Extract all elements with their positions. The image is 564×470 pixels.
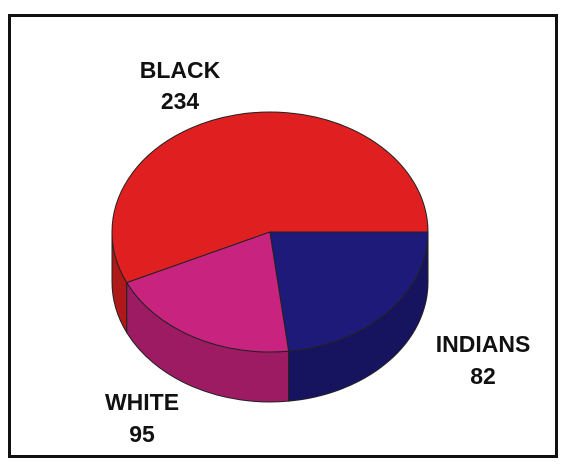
slice-value-white: 95 (129, 421, 155, 447)
slice-value-black: 234 (161, 88, 200, 114)
pie-slice-black (111, 111, 429, 284)
slice-label-white: WHITE (105, 389, 179, 415)
slice-label-indians: INDIANS (436, 331, 531, 357)
slice-value-indians: 82 (470, 363, 496, 389)
pie-slice-indians (126, 231, 290, 353)
pie-tops (111, 111, 429, 353)
slice-label-black: BLACK (140, 57, 221, 83)
pie-slice-white (269, 231, 429, 352)
